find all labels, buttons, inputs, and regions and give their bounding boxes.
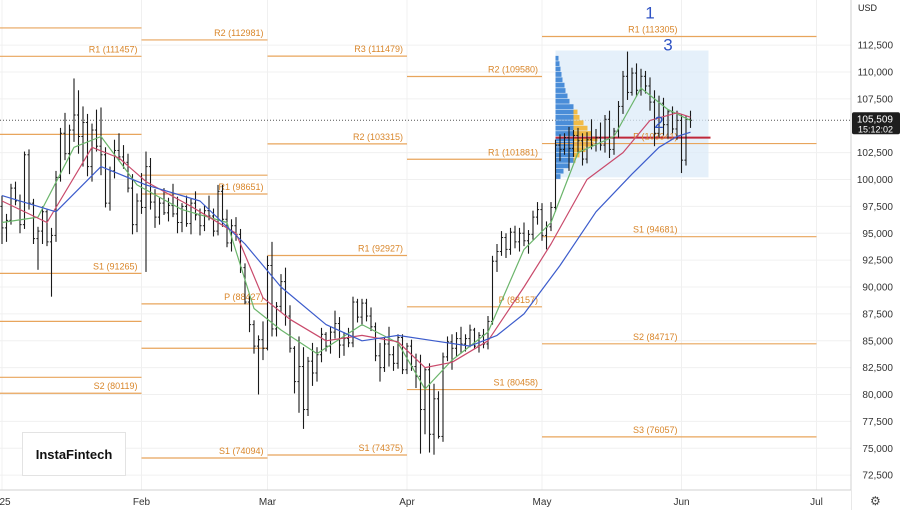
time-tick-label: May (533, 497, 552, 508)
moving-averages (1, 87, 691, 390)
pivot-label: S3 (76057) (633, 425, 678, 435)
volume-bar (555, 104, 574, 110)
price-tick-label: 100,000 (857, 175, 894, 186)
time-axis-bg (0, 490, 851, 510)
pivot-label: S1 (94681) (633, 225, 678, 235)
volume-bar (555, 88, 566, 93)
wave-label: 3 (663, 36, 672, 55)
brand-watermark: InstaFintech (22, 432, 126, 476)
pivot-label: P (88427) (224, 292, 263, 302)
pivot-label: R2 (103315) (353, 132, 403, 142)
price-tick-label: 92,500 (862, 256, 893, 267)
volume-bar (555, 93, 568, 99)
price-tick-label: 90,000 (862, 283, 893, 294)
volume-bar (555, 120, 574, 126)
pivot-label: R1 (101881) (488, 147, 538, 157)
price-tick-label: 77,500 (862, 417, 893, 428)
volume-bar (555, 168, 564, 174)
volume-bar (555, 82, 565, 88)
currency-label[interactable]: USD (858, 3, 878, 13)
pivot-label: R1 (111457) (89, 44, 138, 54)
pivot-label: R2 (112981) (214, 28, 263, 38)
price-tick-label: 112,500 (858, 41, 894, 52)
pivot-label: R3 (111479) (354, 44, 403, 54)
volume-bar (573, 125, 588, 131)
pivot-label: S1 (91265) (93, 261, 138, 271)
ohlc-bars (0, 51, 693, 455)
price-tag-value: 105,509 (857, 114, 894, 125)
volume-bar (573, 120, 584, 126)
pivot-label: S1 (80458) (493, 378, 538, 388)
pivot-label: P (88157) (499, 295, 538, 305)
pivot-label: R2 (109580) (488, 65, 538, 75)
price-tick-label: 87,500 (862, 309, 893, 320)
price-tick-label: 82,500 (862, 363, 893, 374)
price-tag-countdown: 15:12:02 (858, 124, 893, 134)
volume-bar (573, 109, 578, 115)
price-tick-label: 107,500 (857, 94, 894, 105)
pivot-levels: R1 (111457) R2 (112981) R1 (98651) S1 (9126… (0, 24, 817, 459)
volume-bar (573, 115, 580, 120)
pivot-label: S2 (84717) (633, 332, 678, 342)
pivot-label: S1 (74375) (358, 443, 403, 453)
moving-average-line (1, 87, 691, 390)
wave-label: 1 (645, 3, 654, 22)
volume-bar (555, 61, 560, 67)
time-tick-label: Apr (399, 497, 415, 508)
price-tick-label: 85,000 (862, 336, 893, 347)
volume-bar (555, 98, 570, 104)
price-tag-box (852, 112, 900, 135)
price-tick-label: 97,500 (862, 202, 893, 213)
price-tick-label: 72,500 (862, 471, 893, 482)
time-tick-label: Mar (259, 497, 277, 508)
time-tick-label: 25 (0, 497, 11, 508)
brand-name: InstaFintech (35, 446, 113, 462)
price-tick-label: 80,000 (862, 390, 893, 401)
volume-bar (573, 141, 594, 147)
price-tick-label: 102,500 (857, 148, 894, 159)
volume-bar (555, 109, 574, 115)
volume-bar (555, 72, 562, 77)
volume-bar (555, 55, 559, 61)
time-tick-label: Jul (810, 497, 823, 508)
volume-bar (573, 147, 586, 153)
volume-bar (555, 125, 574, 131)
time-axis[interactable]: 25 Feb Mar Apr May Jun Jul (0, 489, 851, 510)
pivot-label: S2 (80119) (94, 381, 138, 391)
time-tick-label: Feb (133, 497, 151, 508)
pivot-label: R1 (113305) (628, 24, 677, 34)
wave-labels: 13 2 (645, 3, 672, 132)
moving-average-line (1, 131, 691, 347)
volume-bar (555, 66, 561, 72)
volume-bar (573, 136, 598, 142)
price-axis[interactable]: 112,500 110,000 107,500 102,500 100,000 97,50… (850, 0, 900, 510)
time-tick-label: Jun (673, 497, 689, 508)
gear-icon[interactable]: ⚙ (870, 494, 881, 508)
price-axis-bg (851, 0, 900, 510)
wave-label: 2 (654, 113, 663, 132)
price-tick-label: 95,000 (862, 229, 893, 240)
pivot-label: R1 (92927) (358, 244, 403, 254)
volume-bar (555, 174, 561, 179)
pivot-label: S1 (74094) (219, 446, 264, 456)
price-tick-label: 75,000 (862, 444, 893, 455)
volume-bar (555, 152, 574, 158)
volume-bar (555, 115, 574, 120)
volume-bar (555, 163, 570, 169)
volume-profile (555, 50, 711, 179)
volume-bar (555, 77, 563, 83)
volume-bar (555, 158, 574, 163)
price-tick-label: 110,000 (858, 68, 894, 79)
pivot-label: P (103341) (633, 132, 677, 142)
pivot-label: R1 (98651) (218, 182, 263, 192)
